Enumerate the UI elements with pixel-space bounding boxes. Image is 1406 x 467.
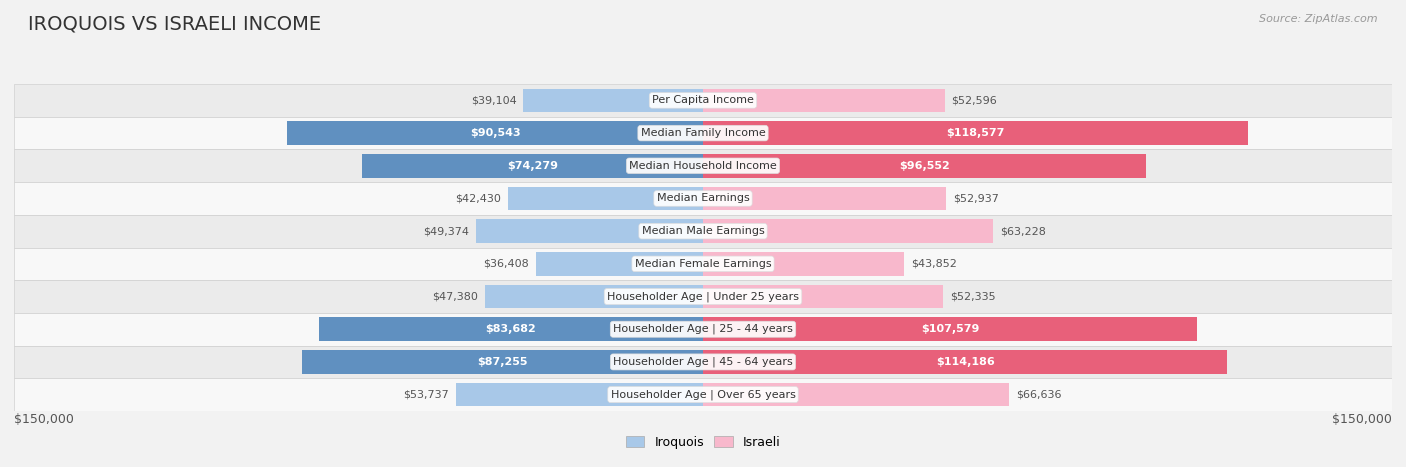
Text: $39,104: $39,104 bbox=[471, 95, 516, 106]
Bar bbox=[703, 187, 946, 210]
Text: Source: ZipAtlas.com: Source: ZipAtlas.com bbox=[1260, 14, 1378, 24]
Bar bbox=[287, 121, 703, 145]
Bar bbox=[703, 318, 1197, 341]
Text: $42,430: $42,430 bbox=[456, 193, 501, 204]
Text: $83,682: $83,682 bbox=[485, 324, 536, 334]
Bar bbox=[703, 219, 994, 243]
Bar bbox=[319, 318, 703, 341]
Bar bbox=[14, 182, 1392, 215]
Text: Per Capita Income: Per Capita Income bbox=[652, 95, 754, 106]
Text: $52,937: $52,937 bbox=[953, 193, 998, 204]
Text: Median Earnings: Median Earnings bbox=[657, 193, 749, 204]
Text: Householder Age | Over 65 years: Householder Age | Over 65 years bbox=[610, 389, 796, 400]
Text: $114,186: $114,186 bbox=[936, 357, 994, 367]
Bar bbox=[14, 313, 1392, 346]
Text: $90,543: $90,543 bbox=[470, 128, 520, 138]
Bar bbox=[703, 252, 904, 276]
Text: Householder Age | Under 25 years: Householder Age | Under 25 years bbox=[607, 291, 799, 302]
Text: $118,577: $118,577 bbox=[946, 128, 1004, 138]
Text: $52,596: $52,596 bbox=[952, 95, 997, 106]
Legend: Iroquois, Israeli: Iroquois, Israeli bbox=[620, 431, 786, 454]
Text: $43,852: $43,852 bbox=[911, 259, 957, 269]
Text: Median Household Income: Median Household Income bbox=[628, 161, 778, 171]
Text: Median Female Earnings: Median Female Earnings bbox=[634, 259, 772, 269]
Bar bbox=[523, 89, 703, 112]
Text: $87,255: $87,255 bbox=[478, 357, 527, 367]
Text: $150,000: $150,000 bbox=[14, 413, 75, 425]
Text: Median Male Earnings: Median Male Earnings bbox=[641, 226, 765, 236]
Text: $53,737: $53,737 bbox=[404, 389, 450, 400]
Bar bbox=[14, 248, 1392, 280]
Bar bbox=[14, 215, 1392, 248]
Text: $96,552: $96,552 bbox=[900, 161, 950, 171]
Bar bbox=[14, 149, 1392, 182]
Bar bbox=[703, 121, 1247, 145]
Text: Householder Age | 45 - 64 years: Householder Age | 45 - 64 years bbox=[613, 357, 793, 367]
Text: $66,636: $66,636 bbox=[1017, 389, 1062, 400]
Text: $47,380: $47,380 bbox=[433, 291, 478, 302]
Text: IROQUOIS VS ISRAELI INCOME: IROQUOIS VS ISRAELI INCOME bbox=[28, 14, 321, 33]
Bar bbox=[14, 280, 1392, 313]
Text: $107,579: $107,579 bbox=[921, 324, 979, 334]
Bar bbox=[456, 383, 703, 406]
Text: $63,228: $63,228 bbox=[1000, 226, 1046, 236]
Bar bbox=[703, 383, 1010, 406]
Bar bbox=[508, 187, 703, 210]
Text: $52,335: $52,335 bbox=[950, 291, 995, 302]
Text: $36,408: $36,408 bbox=[484, 259, 529, 269]
Text: Median Family Income: Median Family Income bbox=[641, 128, 765, 138]
Text: $150,000: $150,000 bbox=[1331, 413, 1392, 425]
Text: Householder Age | 25 - 44 years: Householder Age | 25 - 44 years bbox=[613, 324, 793, 334]
Bar bbox=[14, 346, 1392, 378]
Bar bbox=[703, 154, 1146, 177]
Bar bbox=[703, 350, 1227, 374]
Bar bbox=[302, 350, 703, 374]
Bar bbox=[536, 252, 703, 276]
Bar bbox=[14, 117, 1392, 149]
Bar bbox=[361, 154, 703, 177]
Bar bbox=[14, 84, 1392, 117]
Bar bbox=[14, 378, 1392, 411]
Bar bbox=[703, 89, 945, 112]
Bar bbox=[703, 285, 943, 308]
Text: $49,374: $49,374 bbox=[423, 226, 470, 236]
Bar bbox=[485, 285, 703, 308]
Text: $74,279: $74,279 bbox=[508, 161, 558, 171]
Bar bbox=[477, 219, 703, 243]
